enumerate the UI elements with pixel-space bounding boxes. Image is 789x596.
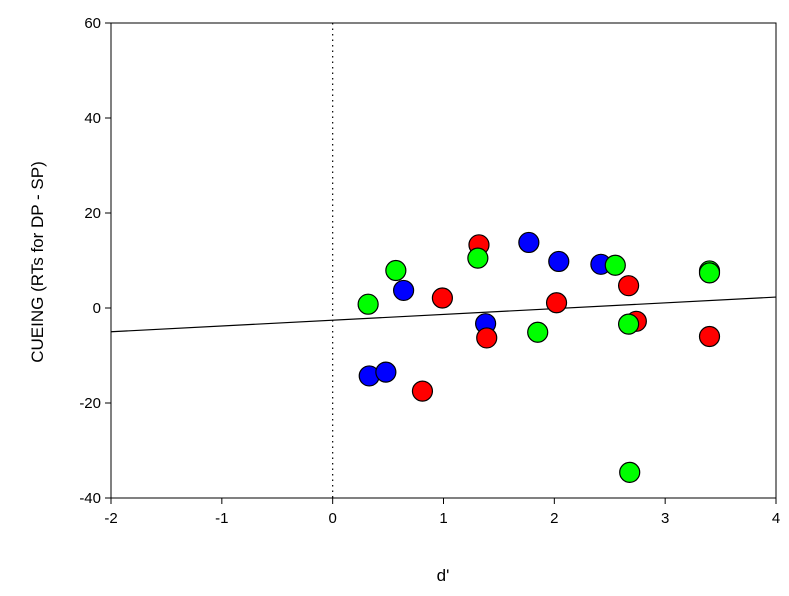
data-point bbox=[527, 321, 549, 343]
x-axis-title: d' bbox=[437, 566, 450, 585]
x-tick-label: 0 bbox=[328, 510, 336, 527]
data-point bbox=[518, 231, 540, 254]
data-point bbox=[548, 250, 570, 273]
data-point bbox=[617, 275, 640, 297]
data-point bbox=[357, 293, 379, 315]
plot-frame bbox=[110, 22, 777, 499]
x-tick-label: 2 bbox=[550, 510, 558, 527]
y-axis-title: CUEING (RTs for DP - SP) bbox=[28, 161, 47, 363]
y-tick-label: -40 bbox=[79, 490, 101, 507]
fit-line bbox=[110, 296, 777, 333]
data-point bbox=[698, 325, 721, 348]
x-tick-label: 3 bbox=[661, 510, 669, 527]
y-tick-label: 20 bbox=[84, 205, 101, 222]
data-point bbox=[604, 254, 626, 276]
y-tick-label: 60 bbox=[84, 15, 101, 32]
x-tick-label: 4 bbox=[772, 510, 780, 527]
data-point bbox=[385, 259, 407, 282]
x-tick-label: 1 bbox=[439, 510, 447, 527]
data-point bbox=[617, 313, 640, 335]
data-point bbox=[545, 292, 568, 314]
y-tick-label: 0 bbox=[93, 300, 101, 317]
data-point bbox=[619, 461, 641, 483]
y-tick-label: 40 bbox=[84, 110, 101, 127]
plot-area: -2 -1 0 1 2 3 4 -40 -20 0 20 40 60 bbox=[79, 15, 780, 527]
data-point bbox=[393, 279, 415, 302]
data-point bbox=[431, 287, 453, 309]
data-point bbox=[467, 247, 489, 269]
data-point bbox=[476, 327, 498, 349]
data-point bbox=[698, 262, 721, 284]
x-tick-label: -2 bbox=[104, 510, 117, 527]
x-tick-label: -1 bbox=[215, 510, 228, 527]
data-point bbox=[411, 380, 434, 402]
data-point bbox=[375, 361, 397, 383]
y-tick-label: -20 bbox=[79, 395, 101, 412]
